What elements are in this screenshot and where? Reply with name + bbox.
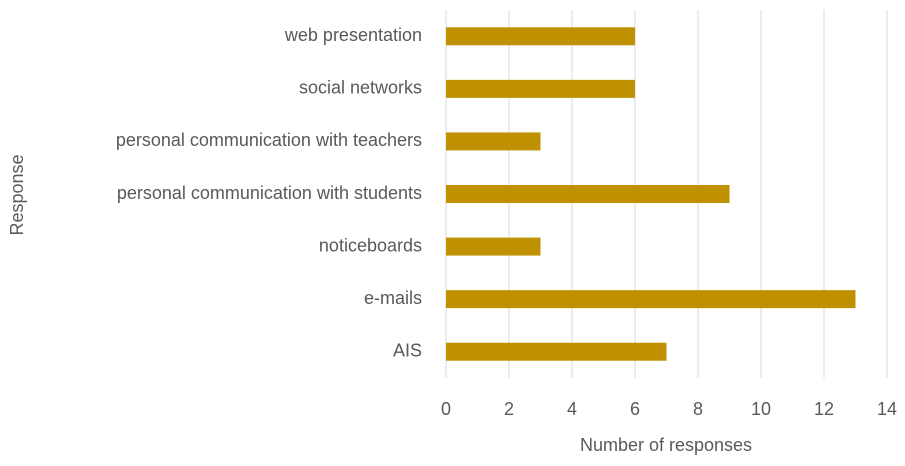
y-tick-label: web presentation [284,25,422,45]
y-tick-label: e-mails [364,288,422,308]
y-tick-label: AIS [393,340,422,360]
x-tick-label: 6 [630,399,640,419]
x-tick-label: 8 [693,399,703,419]
x-tick-label: 2 [504,399,514,419]
x-tick-label: 4 [567,399,577,419]
y-axis-label: Response [7,154,27,235]
y-tick-label: noticeboards [319,235,422,255]
bar [446,290,856,309]
bar [446,237,541,256]
y-tick-label: personal communication with teachers [116,130,422,150]
x-tick-label: 0 [441,399,451,419]
bar [446,185,730,203]
x-tick-label: 14 [877,399,897,419]
bar [446,132,541,151]
bar [446,342,667,361]
x-tick-label: 12 [814,399,834,419]
y-tick-label: personal communication with students [117,183,422,203]
bar [446,79,635,98]
x-tick-label: 10 [751,399,771,419]
bar [446,27,635,46]
x-axis-label: Number of responses [580,435,752,455]
y-tick-label: social networks [299,78,422,98]
